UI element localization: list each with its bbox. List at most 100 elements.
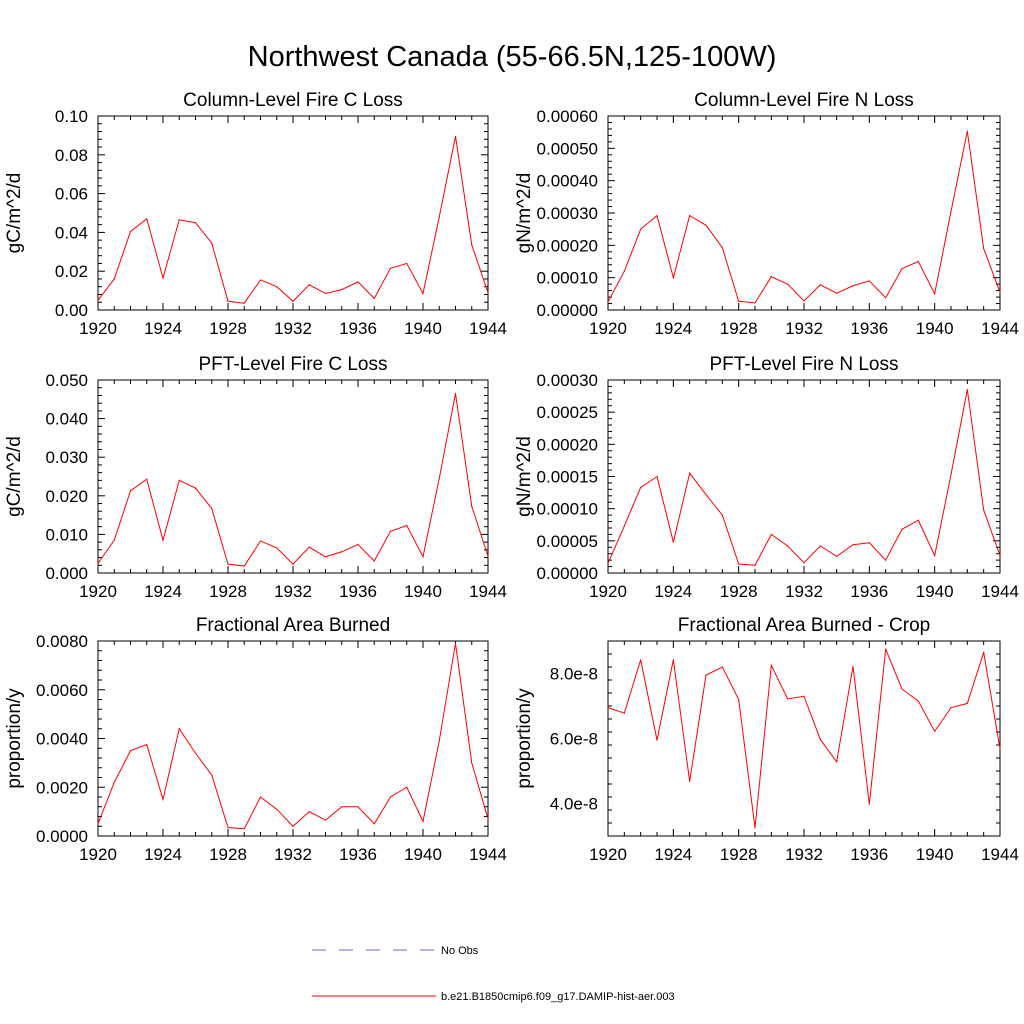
y-tick-label: 4.0e-8 [550, 795, 598, 814]
data-point [113, 539, 115, 541]
data-point [454, 135, 457, 137]
data-point [689, 780, 691, 783]
panels-group: 1920 1924 1928 1932 1936 1940 1944 0.00 0.02 0.04… [4, 90, 1019, 864]
data-point [438, 477, 440, 480]
panel-title: Fractional Area Burned [196, 615, 390, 636]
data-point [672, 277, 674, 279]
x-tick-label: 1936 [850, 319, 888, 338]
data-point [389, 267, 392, 269]
x-tick-label: 1932 [785, 845, 823, 864]
data-point [787, 698, 789, 700]
data-point [97, 823, 99, 825]
data-point [211, 242, 213, 244]
data-point [966, 130, 968, 132]
x-tick-label: 1928 [720, 319, 758, 338]
data-point [868, 280, 870, 282]
data-point [819, 738, 821, 741]
data-point [754, 827, 756, 829]
data-point [308, 811, 310, 813]
data-point [113, 781, 115, 783]
data-point [999, 748, 1001, 750]
data-point [999, 291, 1001, 293]
data-point [803, 695, 805, 697]
data-point [292, 300, 294, 302]
panel-title: Column-Level Fire N Loss [694, 90, 914, 111]
data-point [227, 826, 229, 829]
y-axis-label: proportion/y [4, 688, 25, 789]
data-point [885, 559, 887, 561]
y-tick-label: 0.040 [45, 410, 88, 429]
x-tick-label: 1920 [79, 319, 117, 338]
panel-title: Fractional Area Burned - Crop [678, 615, 930, 636]
data-point [422, 556, 424, 558]
chart-panel-1: 1920 1924 1928 1932 1936 1940 1944 0.00 0.02 0.04… [4, 90, 507, 338]
x-tick-label: 1928 [209, 845, 247, 864]
y-tick-label: 0.0020 [36, 778, 88, 797]
y-tick-label: 0.0040 [36, 730, 88, 749]
y-tick-label: 0.00020 [537, 236, 598, 255]
data-point [227, 300, 229, 302]
data-point [803, 562, 805, 564]
y-tick-label: 0.00 [55, 301, 88, 320]
x-tick-label: 1932 [785, 582, 823, 601]
y-tick-label: 0.050 [45, 371, 88, 390]
chart-panel-5: 1920 1924 1928 1932 1936 1940 1944 0.0000 0.0020… [4, 615, 507, 864]
data-point [162, 539, 164, 541]
data-point [640, 486, 642, 489]
series-line [97, 136, 489, 304]
data-point [738, 563, 740, 565]
data-point [754, 564, 756, 566]
y-tick-label: 0.0000 [36, 827, 88, 846]
x-tick-label: 1944 [981, 319, 1019, 338]
y-axis-label: gC/m^2/d [4, 173, 25, 254]
data-point [129, 230, 132, 233]
y-tick-label: 0.00050 [537, 139, 598, 158]
data-point [721, 246, 723, 249]
data-point [178, 219, 180, 221]
data-point [276, 547, 278, 549]
data-point [341, 551, 343, 553]
data-point [324, 556, 327, 558]
chart-panel-6: 1920 1924 1928 1932 1936 1940 1944 4.0e-8 6.0e-8… [514, 615, 1019, 864]
plot-frame [97, 115, 489, 311]
x-tick-label: 1936 [850, 845, 888, 864]
x-tick-label: 1932 [785, 319, 823, 338]
data-point [292, 563, 294, 565]
y-axis-label: proportion/y [514, 688, 535, 789]
data-point [357, 543, 359, 546]
y-tick-label: 0.010 [45, 525, 88, 544]
data-point [324, 819, 327, 821]
x-tick-label: 1932 [274, 582, 312, 601]
data-point [471, 505, 473, 507]
y-tick-label: 0.00030 [537, 371, 598, 390]
y-tick-label: 0.00015 [537, 468, 598, 487]
data-point [885, 648, 887, 650]
plot-frame [97, 379, 489, 574]
data-point [373, 560, 375, 562]
data-point [640, 228, 642, 230]
data-point [194, 487, 197, 489]
data-point [146, 743, 148, 746]
data-point [243, 302, 245, 304]
chart-panel-4: 1920 1924 1928 1932 1936 1940 1944 0.00000 0.000… [514, 354, 1019, 601]
data-point [259, 279, 262, 281]
series-line [607, 389, 1001, 566]
data-point [162, 798, 164, 801]
data-point [357, 281, 359, 283]
y-tick-label: 0.00000 [537, 564, 598, 583]
plot-frame [607, 379, 1001, 574]
data-point [113, 278, 115, 280]
data-point [901, 528, 903, 530]
data-point [852, 285, 854, 287]
series-line [97, 393, 489, 567]
data-point [162, 277, 164, 279]
data-point [438, 216, 440, 218]
x-tick-label: 1928 [209, 582, 247, 601]
y-tick-label: 0.02 [55, 262, 88, 281]
data-point [901, 688, 903, 690]
y-tick-label: 0.0080 [36, 632, 88, 651]
data-point [607, 562, 609, 564]
y-tick-label: 0.00020 [537, 435, 598, 454]
data-point [640, 659, 642, 661]
x-tick-label: 1928 [720, 582, 758, 601]
